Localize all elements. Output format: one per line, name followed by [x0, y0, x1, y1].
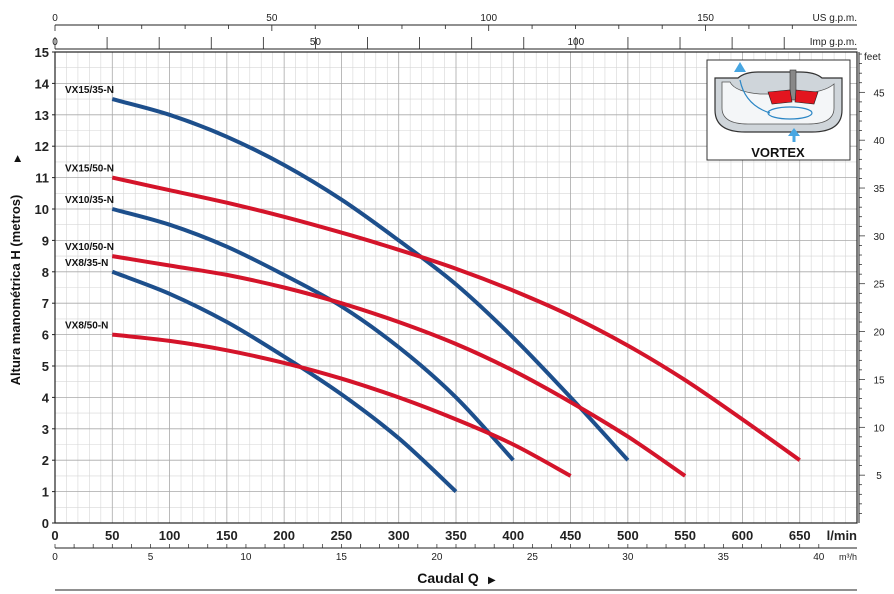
curve-vx15-50-n	[111, 175, 801, 462]
bottom-axis-m3h: 0 5 10 15 20 25 30 35 40	[52, 544, 857, 563]
us-gpm-tick-label: 0	[52, 13, 58, 24]
feet-tick-label: 25	[873, 280, 885, 291]
curve-label-vx8-50-n: VX8/50-N	[65, 321, 108, 332]
y-tick-label: 15	[35, 45, 49, 60]
us-gpm-tick-label: 150	[697, 13, 714, 24]
x-tick-label: 600	[732, 528, 754, 543]
x-tick-label: 500	[617, 528, 639, 543]
imp-gpm-tick-label: 50	[310, 37, 322, 48]
x-axis-arrow: ▶	[488, 575, 496, 586]
curve-label-vx8-35-n: VX8/35-N	[65, 258, 108, 269]
m3h-tick-label: 40	[813, 552, 825, 563]
top-axes: 0 50 100 150 0 50 100	[52, 13, 857, 50]
y-tick-label: 5	[42, 359, 49, 374]
curve-label-vx15-35-n: VX15/35-N	[65, 85, 114, 96]
curve-labels: VX15/35-N VX15/50-N VX10/35-N VX10/50-N VX8/…	[65, 85, 114, 332]
curve-label-vx15-50-n: VX15/50-N	[65, 164, 114, 175]
x-tick-label: 300	[388, 528, 410, 543]
x-tick-label: 550	[674, 528, 696, 543]
imp-gpm-tick-label: 100	[568, 37, 585, 48]
x-axis-ticks: 0 50 100 150 200 250 300 350 400 450 500 550 600 650	[51, 528, 810, 543]
right-axis-feet: 5 10 15 20 25 30 35 40 45	[858, 52, 885, 523]
m3h-tick-label: 5	[148, 552, 154, 563]
x-axis-title: Caudal Q	[417, 570, 479, 586]
y-tick-label: 12	[35, 139, 49, 154]
y-tick-label: 9	[42, 233, 49, 248]
x-tick-label: 400	[502, 528, 524, 543]
us-gpm-tick-label: 50	[266, 13, 278, 24]
m3h-tick-label: 30	[622, 552, 634, 563]
y-tick-label: 4	[42, 390, 50, 405]
m3h-tick-label: 15	[336, 552, 348, 563]
us-gpm-unit-label: US g.p.m.	[813, 13, 857, 24]
m3h-tick-label: 0	[52, 552, 58, 563]
x-tick-label-zero: 0	[51, 528, 58, 543]
curve-label-vx10-35-n: VX10/35-N	[65, 195, 114, 206]
y-axis-title: Altura manométrica H (metros) ▶	[8, 155, 23, 385]
x-tick-label: 650	[789, 528, 811, 543]
vortex-impeller-icon	[714, 62, 843, 142]
curve-vx15-35-n	[111, 97, 630, 462]
x-tick-label: 450	[560, 528, 582, 543]
m3h-unit-label: m³/h	[839, 552, 857, 562]
m3h-tick-label: 35	[718, 552, 730, 563]
vortex-label: VORTEX	[751, 145, 805, 160]
y-tick-label: 14	[35, 76, 50, 91]
curve-vx8-50-n	[112, 332, 572, 478]
vortex-inset: VORTEX	[706, 59, 851, 161]
m3h-tick-label: 20	[431, 552, 443, 563]
imp-gpm-tick-label: 0	[52, 37, 58, 48]
feet-tick-label: 15	[873, 375, 885, 386]
x-tick-label: 250	[331, 528, 353, 543]
x-tick-label: 100	[159, 528, 181, 543]
imp-gpm-unit-label: Imp g.p.m.	[810, 37, 857, 48]
y-tick-label: 3	[42, 422, 49, 437]
x-tick-label: 200	[273, 528, 295, 543]
y-tick-label: 6	[42, 328, 49, 343]
plot-frame	[54, 51, 858, 524]
y-axis-arrow: ▶	[12, 155, 22, 162]
curve-label-vx10-50-n: VX10/50-N	[65, 242, 114, 253]
y-tick-label: 2	[42, 453, 49, 468]
y-tick-label: 13	[35, 108, 49, 123]
curve-vx10-50-n	[111, 254, 687, 478]
us-gpm-tick-label: 100	[480, 13, 497, 24]
x-tick-label: 150	[216, 528, 238, 543]
m3h-tick-label: 10	[240, 552, 252, 563]
curve-vx8-35-n	[111, 269, 458, 494]
feet-tick-label: 5	[876, 471, 882, 482]
y-tick-label: 11	[35, 171, 49, 186]
x-tick-label: 350	[445, 528, 467, 543]
feet-tick-label: 35	[873, 184, 885, 195]
feet-tick-label: 40	[873, 136, 885, 147]
y-tick-label: 7	[42, 296, 49, 311]
m3h-tick-label: 25	[527, 552, 539, 563]
x-axis-unit-label: l/min	[827, 528, 857, 543]
y-tick-label: 8	[42, 265, 49, 280]
y-tick-label: 10	[35, 202, 49, 217]
pump-curves	[111, 97, 801, 494]
feet-unit-label: feet	[864, 52, 881, 63]
feet-tick-label: 30	[873, 232, 885, 243]
feet-tick-label: 45	[873, 88, 885, 99]
feet-tick-label: 20	[873, 328, 885, 339]
x-tick-label: 50	[105, 528, 119, 543]
y-tick-label: 1	[42, 485, 49, 500]
feet-tick-label: 10	[873, 423, 885, 434]
y-axis-title-text: Altura manométrica H (metros)	[8, 195, 23, 386]
y-tick-label: 0	[42, 516, 49, 531]
